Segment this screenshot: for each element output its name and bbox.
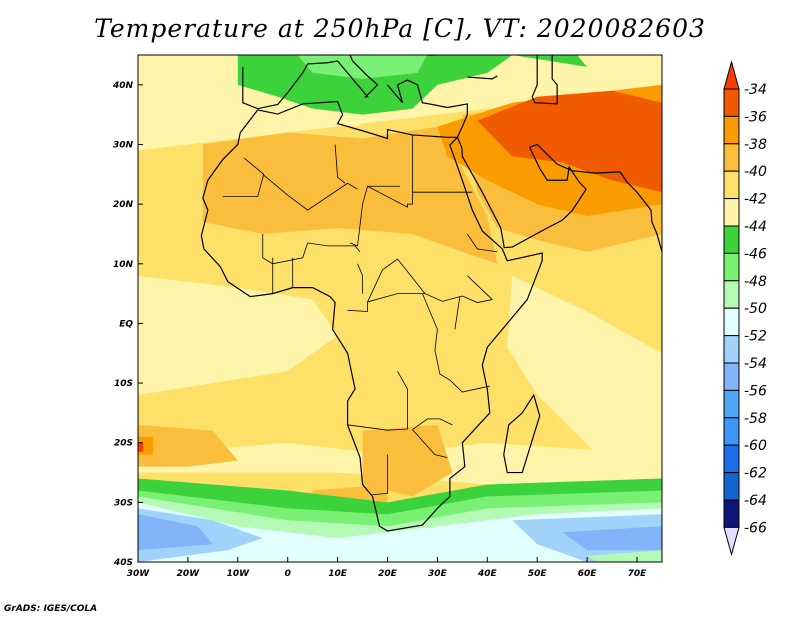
lat-tick-label: 30S <box>114 498 133 508</box>
coastlines <box>201 55 662 531</box>
colorbar-label: -66 <box>744 520 767 536</box>
colorbar-label: -50 <box>744 301 767 317</box>
colorbar-swatch <box>723 472 740 501</box>
colorbar-under-triangle <box>723 526 740 557</box>
colorbar-label: -34 <box>744 82 767 98</box>
colorbar: -34 -36 -38 -40 -42 -44 -46 -48 -50 -52 -54 -56 -58 -… <box>723 60 767 557</box>
map-title: Temperature at 250hPa [C], VT: 202008260… <box>94 14 706 43</box>
shaded-field <box>138 55 662 562</box>
lat-tick-label: 40S <box>113 558 133 568</box>
lon-tick-label: 10W <box>227 569 251 579</box>
colorbar-swatch <box>723 417 740 446</box>
lon-tick-label: 40E <box>477 569 498 579</box>
colorbar-swatch <box>723 143 740 172</box>
lon-tick-label: 30E <box>428 569 448 579</box>
lat-tick-label: 40N <box>112 81 134 91</box>
colorbar-label: -56 <box>744 383 767 399</box>
lon-tick-label: 0 <box>285 569 291 579</box>
colorbar-swatch <box>723 198 740 227</box>
colorbar-swatch <box>723 252 740 282</box>
colorbar-label: -44 <box>744 219 767 235</box>
colorbar-swatch <box>723 280 740 309</box>
colorbar-swatch <box>723 362 740 391</box>
lon-tick-label: 20E <box>378 569 398 579</box>
lon-tick-label: 30W <box>127 569 151 579</box>
colorbar-over-triangle <box>723 60 740 90</box>
colorbar-swatch <box>723 88 740 117</box>
colorbar-label: -62 <box>744 466 767 482</box>
colorbar-label: -58 <box>744 411 767 427</box>
colorbar-swatch <box>723 499 740 528</box>
colorbar-label: -54 <box>744 356 767 372</box>
lon-tick-label: 50E <box>528 569 548 579</box>
credit-label: GrADS: IGES/COLA <box>4 604 98 614</box>
colorbar-label: -40 <box>744 164 767 180</box>
lat-tick-label: 30N <box>113 140 134 150</box>
map-frame <box>137 54 663 563</box>
lat-tick-label: 20N <box>113 200 134 210</box>
lon-tick-label: 10E <box>328 569 348 579</box>
colorbar-label: -36 <box>744 109 767 125</box>
colorbar-label: -38 <box>744 137 767 153</box>
colorbar-swatch <box>723 444 740 474</box>
colorbar-label: -48 <box>744 274 767 290</box>
colorbar-swatch <box>723 307 740 337</box>
lat-tick-label: EQ <box>119 319 133 329</box>
colorbar-label: -60 <box>744 438 767 454</box>
colorbar-swatch <box>723 335 740 364</box>
colorbar-label: -64 <box>744 493 767 509</box>
lat-tick-label: 10N <box>113 260 134 270</box>
lon-tick-label: 20W <box>177 569 201 579</box>
lat-tick-label: 20S <box>114 439 133 449</box>
axes: 30W 20W 10W 0 10E 20E 30E 40E 50E 60E 70E 40N 30N 20N… <box>112 81 647 579</box>
colorbar-swatch <box>723 170 740 200</box>
lon-tick-label: 60E <box>578 569 598 579</box>
colorbar-swatch <box>723 389 740 419</box>
colorbar-label: -52 <box>744 329 767 345</box>
colorbar-swatch <box>723 115 740 145</box>
lon-tick-label: 70E <box>628 569 648 579</box>
colorbar-label: -42 <box>744 192 767 208</box>
lat-tick-label: 10S <box>114 379 133 389</box>
colorbar-swatch <box>723 225 740 254</box>
colorbar-label: -46 <box>744 246 767 262</box>
